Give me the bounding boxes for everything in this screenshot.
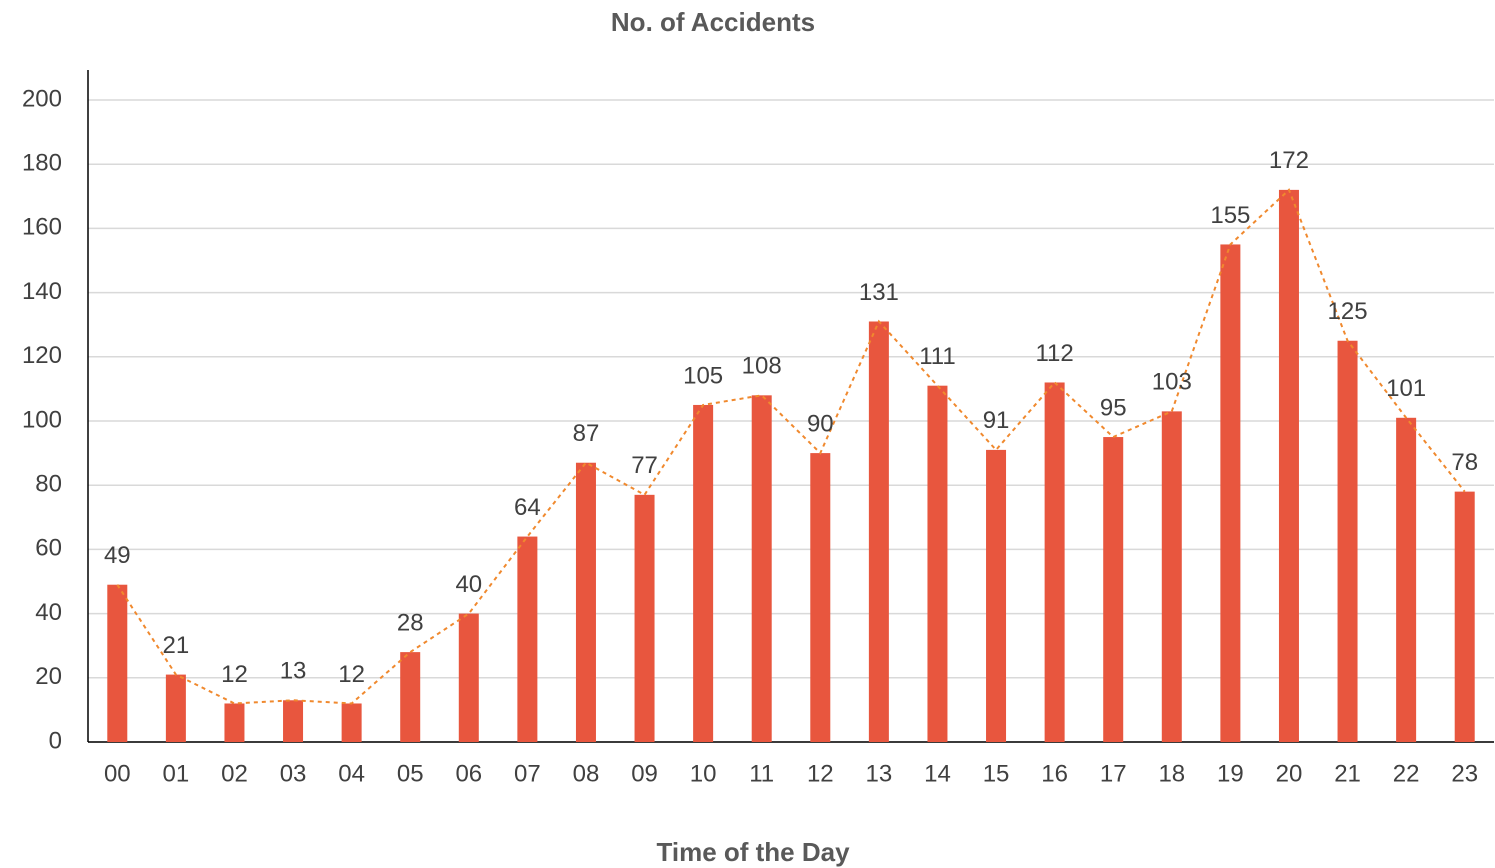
x-tick-label: 10 bbox=[690, 760, 717, 787]
y-tick-label: 60 bbox=[35, 535, 62, 562]
x-tick-label: 11 bbox=[749, 760, 774, 787]
x-tick-label: 17 bbox=[1100, 760, 1127, 787]
data-label: 28 bbox=[397, 609, 424, 636]
bar bbox=[1454, 491, 1475, 742]
data-label: 105 bbox=[683, 362, 723, 389]
bar bbox=[1337, 340, 1358, 742]
data-label: 101 bbox=[1386, 375, 1426, 402]
x-tick-label: 05 bbox=[397, 760, 424, 787]
data-label: 49 bbox=[104, 542, 131, 569]
y-tick-label: 80 bbox=[35, 471, 62, 498]
y-tick-label: 40 bbox=[35, 599, 62, 626]
x-tick-label: 00 bbox=[104, 760, 131, 787]
x-tick-label: 13 bbox=[866, 760, 893, 787]
x-tick-label: 18 bbox=[1158, 760, 1185, 787]
data-label: 21 bbox=[163, 632, 190, 659]
data-label: 103 bbox=[1152, 369, 1192, 396]
x-tick-label: 09 bbox=[631, 760, 658, 787]
y-tick-label: 200 bbox=[22, 85, 62, 112]
trend-line bbox=[116, 188, 1466, 705]
x-tick-label: 04 bbox=[338, 760, 365, 787]
bar bbox=[517, 536, 538, 742]
bar bbox=[693, 404, 714, 742]
y-tick-label: 120 bbox=[22, 342, 62, 369]
data-label: 90 bbox=[807, 410, 834, 437]
data-label: 13 bbox=[280, 658, 307, 685]
y-tick-label: 180 bbox=[22, 150, 62, 177]
data-label: 111 bbox=[919, 343, 955, 370]
x-tick-label: 02 bbox=[221, 760, 248, 787]
y-tick-label: 20 bbox=[35, 663, 62, 690]
x-tick-label: 21 bbox=[1334, 760, 1361, 787]
bar bbox=[1103, 437, 1124, 742]
bar bbox=[1396, 417, 1417, 742]
x-tick-label: 07 bbox=[514, 760, 541, 787]
bar bbox=[868, 321, 889, 742]
x-tick-label: 01 bbox=[163, 760, 190, 787]
x-tick-label: 16 bbox=[1041, 760, 1068, 787]
bar bbox=[107, 584, 128, 742]
data-label: 87 bbox=[573, 420, 600, 447]
x-tick-label: 08 bbox=[573, 760, 600, 787]
data-label: 64 bbox=[514, 494, 541, 521]
data-label: 12 bbox=[221, 661, 248, 688]
bar bbox=[458, 613, 479, 742]
data-label: 108 bbox=[742, 353, 782, 380]
bar bbox=[400, 652, 421, 742]
bar bbox=[165, 674, 186, 742]
data-label: 12 bbox=[338, 661, 365, 688]
data-label: 125 bbox=[1328, 298, 1368, 325]
x-tick-label: 19 bbox=[1217, 760, 1244, 787]
data-label: 172 bbox=[1269, 147, 1309, 174]
x-tick-label: 15 bbox=[983, 760, 1010, 787]
chart-title: No. of Accidents bbox=[611, 7, 815, 37]
data-label: 40 bbox=[455, 571, 482, 598]
bar bbox=[810, 453, 831, 742]
y-tick-label: 100 bbox=[22, 406, 62, 433]
bar bbox=[1220, 244, 1241, 742]
x-tick-label: 20 bbox=[1276, 760, 1303, 787]
bar bbox=[283, 700, 304, 742]
data-label: 91 bbox=[983, 407, 1010, 434]
x-tick-label: 23 bbox=[1451, 760, 1478, 787]
bar bbox=[751, 395, 772, 742]
bar bbox=[1278, 189, 1299, 742]
x-tick-label: 03 bbox=[280, 760, 307, 787]
x-axis-label: Time of the Day bbox=[656, 837, 850, 867]
bar bbox=[341, 703, 362, 742]
bar bbox=[1161, 411, 1182, 742]
bar bbox=[927, 385, 948, 742]
bar bbox=[986, 449, 1007, 742]
y-tick-label: 0 bbox=[49, 727, 62, 754]
x-tick-label: 06 bbox=[455, 760, 482, 787]
data-label: 77 bbox=[631, 452, 658, 479]
bar bbox=[224, 703, 245, 742]
x-tick-label: 22 bbox=[1393, 760, 1420, 787]
bar bbox=[1044, 382, 1065, 742]
data-label: 112 bbox=[1035, 340, 1073, 367]
data-label: 78 bbox=[1451, 449, 1478, 476]
y-tick-label: 140 bbox=[22, 278, 62, 305]
bar bbox=[634, 494, 655, 742]
bar bbox=[575, 462, 596, 742]
data-label: 95 bbox=[1100, 394, 1127, 421]
data-label: 155 bbox=[1210, 202, 1250, 229]
y-tick-label: 160 bbox=[22, 214, 62, 241]
x-tick-label: 12 bbox=[807, 760, 834, 787]
data-label: 131 bbox=[859, 279, 899, 306]
x-tick-label: 14 bbox=[924, 760, 951, 787]
